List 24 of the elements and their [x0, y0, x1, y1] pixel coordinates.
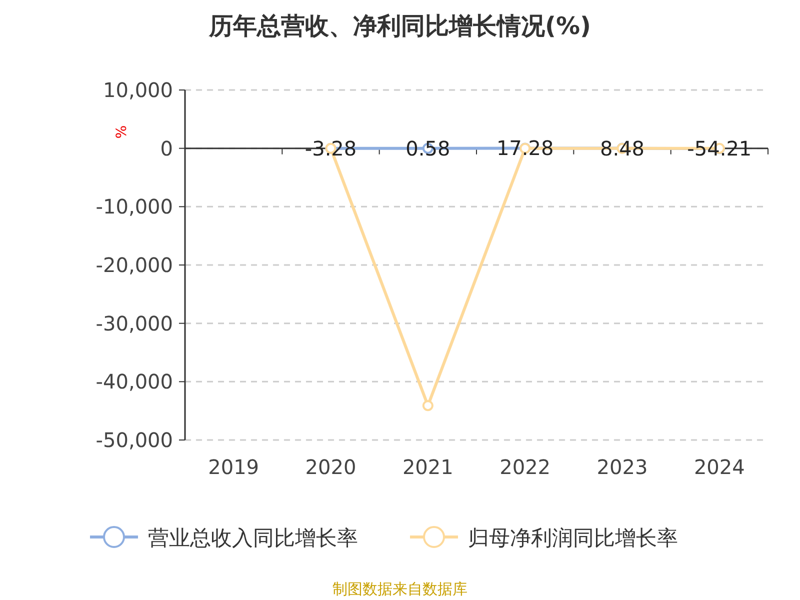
legend-label: 归母净利润同比增长率 — [468, 526, 678, 550]
x-tick-label: 2023 — [596, 455, 648, 479]
x-tick-label: 2020 — [305, 455, 356, 479]
y-tick-label: 0 — [160, 136, 173, 160]
data-label: 0.58 — [406, 136, 450, 160]
legend-label: 营业总收入同比增长率 — [148, 526, 358, 550]
y-tick-label: -10,000 — [96, 194, 173, 219]
data-label: -3.28 — [304, 136, 357, 160]
y-tick-label: -50,000 — [96, 428, 173, 452]
x-tick-label: 2024 — [694, 455, 745, 479]
y-tick-label: -40,000 — [96, 370, 173, 394]
y-axis-title: % — [114, 125, 130, 139]
y-tick-label: -20,000 — [96, 253, 173, 277]
data-label: -54.21 — [687, 136, 752, 161]
y-tick-label: 10,000 — [103, 78, 173, 102]
y-tick-label: -30,000 — [96, 311, 173, 336]
x-tick-label: 2019 — [208, 455, 260, 479]
data-label: 8.48 — [600, 136, 645, 160]
x-tick-label: 2021 — [402, 455, 454, 479]
point — [422, 400, 434, 412]
data-label: 17.28 — [496, 136, 554, 160]
x-tick-label: 2022 — [500, 455, 551, 479]
text: 制图数据来自数据库 — [332, 580, 468, 598]
chart-title: 历年总营收、净利同比增长情况(%) — [208, 12, 591, 40]
